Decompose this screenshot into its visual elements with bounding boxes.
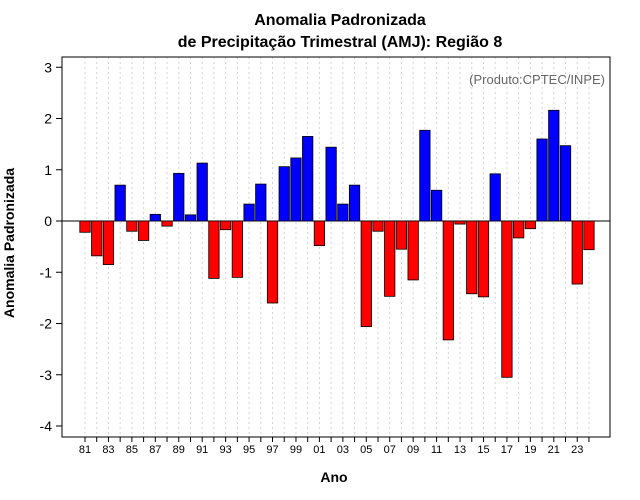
bar-23 bbox=[571, 220, 583, 285]
bar-81 bbox=[79, 220, 91, 233]
x-tick-label: 23 bbox=[571, 444, 583, 456]
bar-99 bbox=[290, 157, 302, 222]
x-tick-label: 03 bbox=[337, 444, 349, 456]
bar-16 bbox=[489, 173, 501, 222]
x-tick-label: 17 bbox=[501, 444, 513, 456]
x-tick-label: 01 bbox=[313, 444, 325, 456]
x-tick-label: 05 bbox=[360, 444, 372, 456]
bar-09 bbox=[407, 220, 419, 281]
y-tick-label: -2 bbox=[40, 316, 53, 332]
bar-84 bbox=[114, 184, 126, 222]
bar-20 bbox=[536, 138, 548, 222]
bar-03 bbox=[337, 203, 349, 222]
bar-98 bbox=[278, 166, 290, 222]
bar-86 bbox=[137, 220, 150, 241]
bar-21 bbox=[548, 109, 560, 222]
x-tick-label: 09 bbox=[407, 444, 419, 456]
bar-05 bbox=[360, 220, 372, 327]
x-tick-label: 11 bbox=[431, 444, 442, 456]
y-axis: -4 -3 -2 -1 0 1 2 3 bbox=[40, 59, 62, 434]
bar-02 bbox=[325, 146, 337, 222]
bar-90 bbox=[184, 214, 197, 222]
bar-87 bbox=[149, 213, 161, 222]
bar-83 bbox=[102, 220, 115, 265]
bar-93 bbox=[220, 220, 232, 231]
x-tick-label: 15 bbox=[477, 444, 489, 456]
x-tick-label: 97 bbox=[266, 444, 278, 456]
x-tick-label: 93 bbox=[220, 444, 232, 456]
x-tick-label: 91 bbox=[196, 444, 208, 456]
y-tick-label: -3 bbox=[40, 367, 53, 383]
bar-01 bbox=[313, 220, 326, 247]
bar-14 bbox=[466, 220, 478, 295]
bar-94 bbox=[231, 220, 243, 278]
x-tick-label: 85 bbox=[126, 444, 138, 456]
y-tick-label: 3 bbox=[44, 59, 52, 75]
bar-13 bbox=[454, 220, 466, 225]
bar-97 bbox=[266, 220, 279, 304]
bar-92 bbox=[208, 220, 220, 279]
bar-89 bbox=[173, 172, 185, 222]
x-tick-label: 21 bbox=[548, 444, 560, 456]
bar-96 bbox=[255, 183, 267, 222]
y-tick-label: 0 bbox=[44, 213, 52, 229]
bar-17 bbox=[501, 220, 513, 378]
bar-24 bbox=[583, 220, 595, 251]
bars-group bbox=[79, 109, 595, 378]
x-tick-label: 19 bbox=[524, 444, 536, 456]
bar-07 bbox=[384, 220, 396, 297]
x-tick-label: 95 bbox=[243, 444, 255, 456]
x-tick-label: 89 bbox=[173, 444, 185, 456]
x-tick-label: 99 bbox=[290, 444, 302, 456]
y-axis-label: Anomalia Padronizada bbox=[1, 168, 17, 318]
bar-00 bbox=[302, 136, 314, 222]
x-axis: 81 83 85 87 89 91 93 95 97 99 01 03 05 07 09 11 13 15 17 19… bbox=[79, 437, 590, 456]
bar-88 bbox=[161, 220, 173, 227]
bar-10 bbox=[419, 129, 431, 222]
bar-82 bbox=[91, 220, 103, 257]
x-tick-label: 83 bbox=[102, 444, 114, 456]
x-tick-label: 13 bbox=[454, 444, 466, 456]
y-tick-label: -4 bbox=[40, 418, 53, 434]
y-tick-label: 2 bbox=[44, 111, 52, 127]
y-tick-label: 1 bbox=[44, 162, 52, 178]
bar-11 bbox=[430, 189, 443, 222]
bar-18 bbox=[513, 220, 525, 239]
bar-04 bbox=[348, 184, 361, 222]
bar-06 bbox=[372, 220, 384, 232]
vertical-grid bbox=[84, 57, 590, 437]
bar-15 bbox=[477, 220, 490, 298]
bar-19 bbox=[524, 220, 536, 230]
bar-22 bbox=[559, 145, 572, 222]
bar-85 bbox=[126, 220, 138, 232]
chart-title-line1: Anomalia Padronizada bbox=[254, 12, 426, 29]
bar-95 bbox=[243, 203, 255, 222]
x-tick-label: 81 bbox=[79, 444, 91, 456]
x-tick-label: 07 bbox=[384, 444, 396, 456]
bar-08 bbox=[395, 220, 408, 250]
x-tick-label: 87 bbox=[149, 444, 161, 456]
plot-frame bbox=[61, 56, 611, 438]
chart-title-line2: de Precipitação Trimestral (AMJ): Região… bbox=[178, 34, 503, 51]
product-credit: (Produto:CPTEC/INPE) bbox=[469, 72, 605, 87]
y-tick-label: -1 bbox=[40, 264, 53, 280]
bar-12 bbox=[442, 220, 454, 341]
bar-91 bbox=[196, 162, 208, 222]
x-axis-label: Ano bbox=[320, 469, 347, 485]
